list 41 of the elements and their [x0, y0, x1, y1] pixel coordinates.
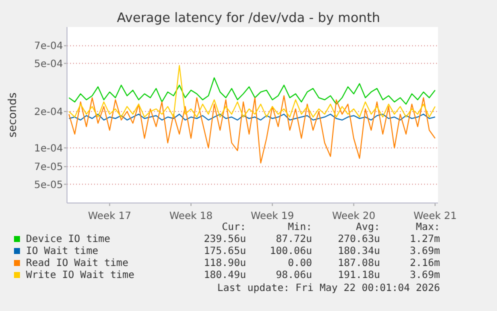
text: 175.65u	[204, 246, 246, 257]
text: Cur:	[222, 222, 246, 233]
x-tick-label: Week 19	[250, 211, 294, 222]
text: 100.06u	[270, 246, 312, 257]
text: Last update: Fri May 22 00:01:04 2026	[217, 283, 440, 294]
legend-label: Write IO Wait time	[26, 270, 134, 281]
text: 180.34u	[338, 246, 380, 257]
text: 0.00	[288, 258, 312, 269]
y-tick-label: 1e-04	[34, 143, 63, 154]
text: Max:	[416, 222, 440, 233]
x-tick-label: Week 18	[169, 211, 213, 222]
line-series	[68, 65, 436, 118]
y-tick-label: 7e-05	[34, 162, 63, 174]
y-tick-label: 2e-04	[34, 106, 63, 118]
text: 270.63u	[338, 234, 380, 245]
text: 187.08u	[338, 258, 380, 269]
text: 2.16m	[410, 258, 440, 269]
text: 87.72u	[276, 234, 312, 245]
line-series	[68, 77, 436, 105]
text: 239.56u	[204, 234, 246, 245]
y-tick-label: 5e-05	[34, 180, 63, 191]
x-tick-label: Week 21	[413, 211, 457, 222]
chart-title: Average latency for /dev/vda - by month	[116, 11, 380, 26]
y-tick-label: 5e-04	[34, 58, 63, 70]
text: 98.06u	[276, 270, 312, 281]
text: 118.90u	[204, 258, 246, 269]
x-tick-label: Week 17	[88, 211, 132, 222]
text: 191.18u	[338, 270, 380, 281]
legend-label: Read IO Wait time	[26, 258, 128, 269]
text: Min:	[288, 222, 312, 233]
text: Avg:	[356, 222, 380, 233]
legend-label: IO Wait time	[26, 246, 98, 257]
y-tick-label: 7e-04	[34, 41, 63, 52]
text: 3.69m	[410, 246, 440, 257]
y-axis-title: seconds	[6, 92, 19, 138]
line-series	[68, 95, 436, 164]
text: 180.49u	[204, 270, 246, 281]
legend-label: Device IO time	[26, 234, 110, 245]
x-tick-label: Week 20	[332, 211, 376, 222]
text: 3.69m	[410, 270, 440, 281]
text: 1.27m	[410, 234, 440, 245]
